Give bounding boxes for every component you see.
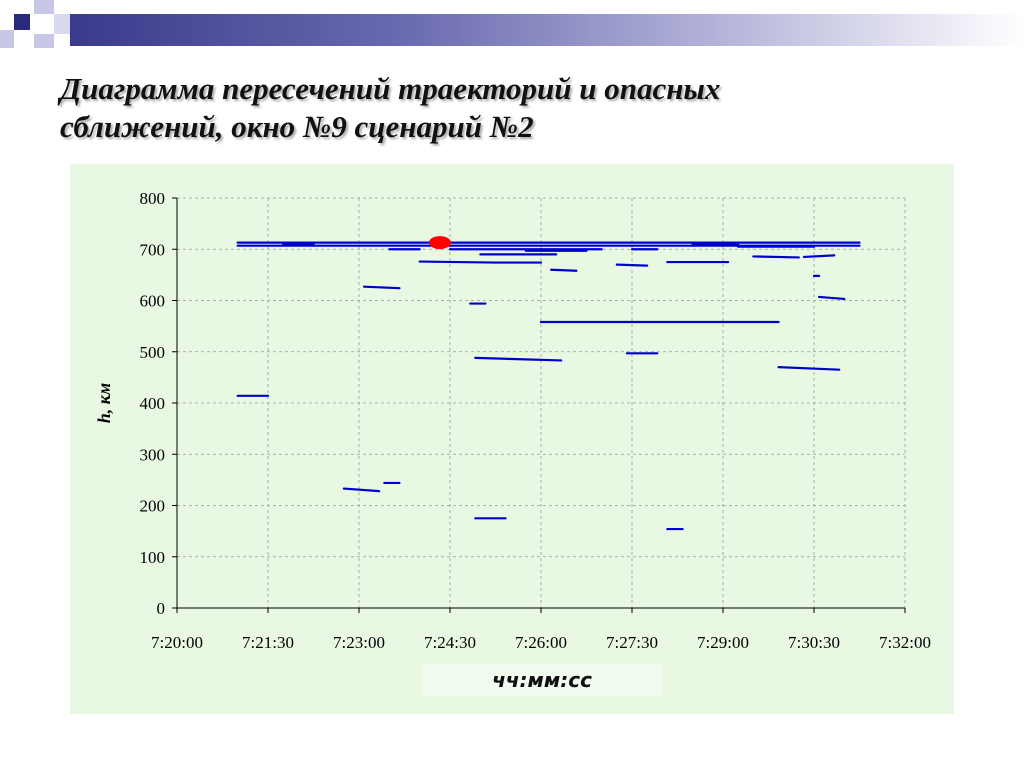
x-tick-label: 7:23:00 [333, 633, 385, 652]
y-tick-label: 800 [140, 189, 166, 208]
x-tick-label: 7:26:00 [515, 633, 567, 652]
x-tick-label: 7:30:30 [788, 633, 840, 652]
trajectory-segment [817, 295, 846, 301]
title-line-2: сближений, окно №9 сценарий №2 [60, 109, 534, 144]
trajectory-segment [752, 255, 800, 259]
slide-title: Диаграмма пересечений траекторий и опасн… [60, 70, 960, 146]
decor-square-5 [54, 14, 70, 34]
x-tick-label: 7:21:30 [242, 633, 294, 652]
x-tick-label: 7:29:00 [697, 633, 749, 652]
trajectory-segment [615, 263, 649, 267]
trajectory-segment [550, 268, 578, 272]
trajectory-segment [342, 487, 381, 493]
trajectory-segment [474, 356, 563, 362]
y-tick-label: 500 [140, 343, 166, 362]
y-tick-label: 400 [140, 394, 166, 413]
header-gradient-bar [70, 14, 1024, 46]
trajectory-segment [362, 285, 401, 290]
decor-square-3 [0, 30, 14, 48]
x-tick-label: 7:32:00 [879, 633, 931, 652]
title-line-1: Диаграмма пересечений траекторий и опасн… [60, 71, 721, 106]
y-tick-label: 300 [140, 445, 166, 464]
y-tick-label: 700 [140, 240, 166, 259]
trajectory-chart: 0 100 200 300 400 500 600 700 800 7:20:00 7:21:30 7… [94, 189, 931, 652]
x-tick-label: 7:20:00 [151, 633, 203, 652]
trajectory-segment [418, 260, 497, 264]
decor-square-1 [14, 14, 30, 30]
y-tick-label: 100 [140, 548, 166, 567]
y-tick-label: 0 [157, 599, 166, 618]
trajectory-segment [802, 254, 836, 259]
y-tick-label: 600 [140, 292, 166, 311]
x-axis-label: чч:мм:сс [422, 664, 662, 696]
y-axis-label: h, км [94, 383, 114, 423]
x-tick-label: 7:27:30 [606, 633, 658, 652]
y-tick-label: 200 [140, 497, 166, 516]
approach-marker [428, 236, 451, 250]
decor-square-4 [34, 34, 54, 48]
slide-decoration [0, 0, 1024, 48]
decor-square-2 [34, 0, 54, 14]
trajectory-segment [777, 366, 841, 371]
x-tick-label: 7:24:30 [424, 633, 476, 652]
